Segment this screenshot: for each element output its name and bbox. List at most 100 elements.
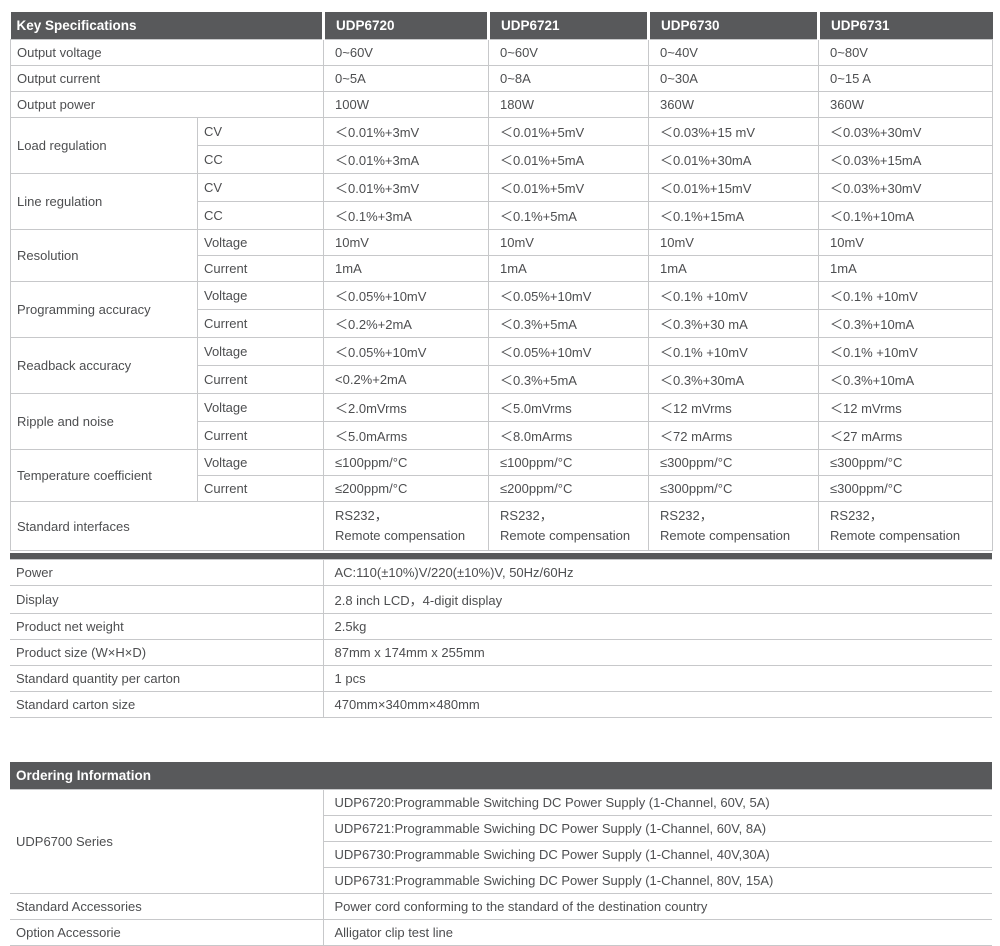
ordering-item: UDP6721:Programmable Swiching DC Power S… [322,815,992,842]
table-row: Power AC:110(±10%)V/220(±10%)V, 50Hz/60H… [10,559,992,586]
ordering-item: UDP6730:Programmable Swiching DC Power S… [322,841,992,868]
general-value: 470mm×340mm×480mm [322,691,992,718]
spec-sublabel: CC [196,145,325,174]
spec-value: ＜8.0mArms [488,421,650,450]
spec-value: 1mA [488,255,650,282]
spec-value: RS232， Remote compensation [323,501,490,551]
spec-value: ≤200ppm/°C [323,475,490,502]
table-row: CC ＜0.01%+3mA ＜0.01%+5mA ＜0.01%+30mA ＜0.… [11,145,994,174]
spec-value: <0.2%+2mA [323,365,490,394]
spec-value: 1mA [323,255,490,282]
key-specifications-table: Key Specifications UDP6720 UDP6721 UDP67… [9,12,994,551]
spec-label: Load regulation [10,117,198,174]
spec-value: ≤300ppm/°C [818,475,994,502]
spec-value: 180W [488,91,650,118]
spec-value: 10mV [488,229,650,256]
spec-value: 100W [323,91,490,118]
spec-value: ＜12 mVrms [818,393,994,422]
spec-value: ≤100ppm/°C [488,449,650,476]
spec-value: ≤200ppm/°C [488,475,650,502]
spec-value: ＜0.3%+30 mA [648,309,820,338]
spec-value: ＜0.3%+30mA [648,365,820,394]
spec-value: ＜27 mArms [818,421,994,450]
table-row: Current ＜0.2%+2mA ＜0.3%+5mA ＜0.3%+30 mA … [11,309,994,338]
general-label: Product size (W×H×D) [10,639,323,666]
spec-value: 0~40V [648,39,820,66]
spec-sublabel: CV [196,173,325,202]
table-row: Line regulation CV ＜0.01%+3mV ＜0.01%+5mV… [10,173,994,230]
spec-value: ＜0.01%+5mA [488,145,650,174]
spec-value: ＜0.1% +10mV [818,337,994,366]
table-row: Standard quantity per carton 1 pcs [10,665,992,692]
table-row: UDP6700 Series UDP6720:Programmable Swit… [10,789,992,894]
spec-label: Resolution [10,229,198,282]
ordering-value: Power cord conforming to the standard of… [322,893,992,920]
spec-value: ＜0.1%+3mA [323,201,490,230]
table-row: Ripple and noise Voltage ＜2.0mVrms ＜5.0m… [10,393,994,450]
spec-value: ＜0.05%+10mV [488,281,650,310]
ordering-item: UDP6720:Programmable Switching DC Power … [322,789,992,816]
spec-value: ≤100ppm/°C [323,449,490,476]
spec-sublabel: CC [196,201,325,230]
spec-value: ＜0.3%+5mA [488,365,650,394]
spec-label: Temperature coefficient [10,449,198,502]
spec-sublabel: Voltage [196,449,325,476]
spec-value: ＜0.05%+10mV [488,337,650,366]
spec-label: Line regulation [10,173,198,230]
table-row: Option Accessorie Alligator clip test li… [10,919,992,946]
spec-label: Ripple and noise [10,393,198,450]
spec-value: ＜0.2%+2mA [323,309,490,338]
spec-value: 0~15 A [818,65,994,92]
spec-value: 10mV [818,229,994,256]
spec-value: ＜0.1%+10mA [818,201,994,230]
general-value: 2.8 inch LCD，4-digit display [322,585,992,614]
spec-value: ＜0.01%+3mV [323,173,490,202]
spec-value: ＜12 mVrms [648,393,820,422]
spec-value: ＜5.0mArms [323,421,490,450]
spec-sublabel: Current [196,421,325,450]
spec-sublabel: Voltage [196,337,325,366]
table-row: Current 1mA 1mA 1mA 1mA [11,255,994,282]
spec-value: RS232， Remote compensation [818,501,994,551]
spec-value: 360W [818,91,994,118]
spec-value: 10mV [323,229,490,256]
spec-value: 1mA [648,255,820,282]
ordering-value: Alligator clip test line [322,919,992,946]
ordering-information-table: Ordering Information UDP6700 Series UDP6… [10,762,992,946]
section-gap [10,718,992,762]
general-label: Power [10,559,323,586]
spec-value: ＜0.01%+15mV [648,173,820,202]
spec-value: ＜2.0mVrms [323,393,490,422]
spec-sublabel: Current [196,255,325,282]
spec-value: 1mA [818,255,994,282]
general-specs-table: Power AC:110(±10%)V/220(±10%)V, 50Hz/60H… [10,559,992,718]
spec-value: ≤300ppm/°C [648,449,820,476]
spec-value: 0~30A [648,65,820,92]
spec-value: 0~80V [818,39,994,66]
spec-value: 360W [648,91,820,118]
model-header-udp6730: UDP6730 [647,12,819,40]
spec-value: ＜5.0mVrms [488,393,650,422]
spec-value: ≤300ppm/°C [818,449,994,476]
general-label: Standard quantity per carton [10,665,323,692]
ordering-table-title: Ordering Information [10,762,992,790]
spec-value: ＜0.1% +10mV [648,281,820,310]
section-divider-bar [10,553,992,559]
model-header-udp6721: UDP6721 [487,12,649,40]
spec-value: ＜0.3%+10mA [818,365,994,394]
spec-table-title: Key Specifications [10,12,324,40]
spec-value: ＜0.01%+3mA [323,145,490,174]
spec-sublabel: Current [196,365,325,394]
table-row: Product size (W×H×D) 87mm x 174mm x 255m… [10,639,992,666]
spec-value: RS232， Remote compensation [648,501,820,551]
spec-value: ＜0.05%+10mV [323,337,490,366]
general-value: 2.5kg [322,613,992,640]
spec-value: 0~60V [323,39,490,66]
general-label: Standard carton size [10,691,323,718]
spec-value: ＜0.1%+5mA [488,201,650,230]
table-row: Output current 0~5A 0~8A 0~30A 0~15 A [9,65,994,92]
spec-sublabel: Current [196,309,325,338]
spec-sublabel: Voltage [196,229,325,256]
table-row: Programming accuracy Voltage ＜0.05%+10mV… [10,281,994,338]
table-row: Output power 100W 180W 360W 360W [9,91,994,118]
